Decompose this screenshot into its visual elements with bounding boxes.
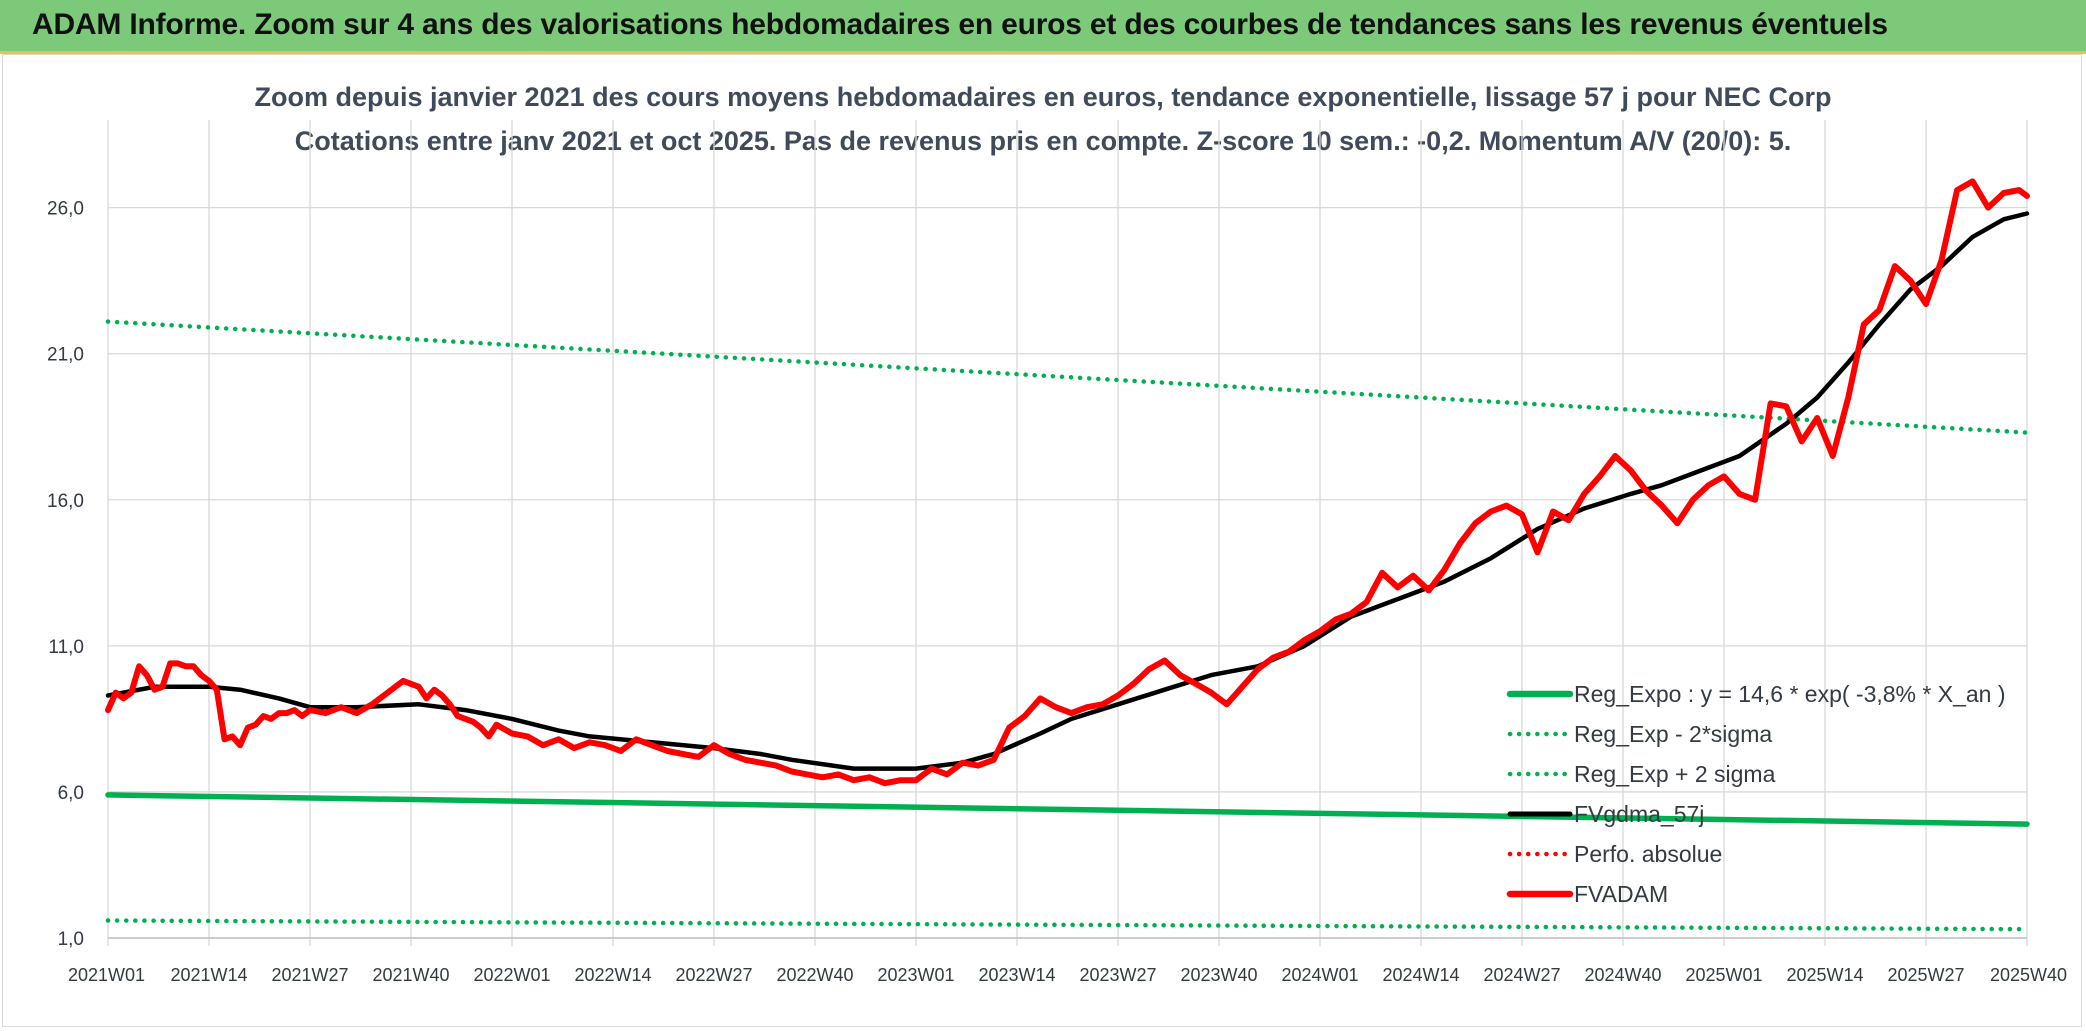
series-line-5 (105, 178, 2030, 787)
x-tick-label: 2025W14 (1786, 965, 1863, 985)
legend-label-0: Reg_Expo : y = 14,6 * exp( -3,8% * X_an … (1574, 681, 2006, 707)
x-tick-label: 2024W27 (1483, 965, 1560, 985)
x-tick-label: 2022W27 (675, 965, 752, 985)
x-axis-ticks: 2021W01 2021W14 2021W27 2021W40 2022W01 2022W… (68, 965, 2067, 985)
legend-label-5: FVADAM (1574, 881, 1668, 907)
x-tick-label: 2023W01 (877, 965, 954, 985)
y-tick-label: 1,0 (58, 929, 84, 950)
x-tick-label: 2021W14 (170, 965, 247, 985)
x-tick-label: 2023W40 (1180, 965, 1257, 985)
y-axis-ticks: 1,0 6,0 11,0 16,0 21,0 26,0 (47, 199, 84, 950)
y-tick-label: 6,0 (58, 783, 84, 804)
x-tick-label: 2024W01 (1281, 965, 1358, 985)
y-tick-label: 16,0 (47, 491, 84, 512)
x-tick-label: 2023W14 (978, 965, 1055, 985)
legend-label-4: Perfo. absolue (1574, 841, 1722, 867)
x-tick-label: 2025W40 (1990, 965, 2067, 985)
chart-subtitle: Cotations entre janv 2021 et oct 2025. P… (294, 126, 1792, 156)
x-tick-label: 2024W40 (1584, 965, 1661, 985)
x-tick-label: 2021W01 (68, 965, 145, 985)
x-tick-label: 2022W01 (473, 965, 550, 985)
x-tick-label: 2022W40 (776, 965, 853, 985)
y-tick-label: 26,0 (47, 199, 84, 220)
x-tick-label: 2022W14 (574, 965, 651, 985)
chart-title: Zoom depuis janvier 2021 des cours moyen… (254, 82, 1832, 112)
x-tick-label: 2024W14 (1382, 965, 1459, 985)
chart-frame (2, 54, 2082, 1027)
series-line-2 (105, 319, 2030, 435)
x-tick-label: 2025W27 (1887, 965, 1964, 985)
y-tick-label: 11,0 (48, 637, 84, 658)
x-tick-label: 2023W27 (1079, 965, 1156, 985)
banner: ADAM Informe. Zoom sur 4 ans des valoris… (0, 0, 2086, 54)
legend: Reg_Expo : y = 14,6 * exp( -3,8% * X_an … (1506, 681, 2006, 907)
legend-label-2: Reg_Exp + 2 sigma (1574, 761, 1776, 787)
x-tick-label: 2021W40 (372, 965, 449, 985)
legend-label-3: FVgdma_57j (1574, 801, 1704, 827)
x-tick-label: 2025W01 (1685, 965, 1762, 985)
series-layer (105, 178, 2030, 932)
banner-title: ADAM Informe. Zoom sur 4 ans des valoris… (32, 8, 1888, 41)
series-line-0 (105, 792, 2030, 827)
series-line-3 (105, 211, 2030, 771)
series-line-1 (105, 918, 2030, 932)
y-tick-label: 21,0 (47, 345, 84, 366)
x-tick-label: 2021W27 (271, 965, 348, 985)
legend-label-1: Reg_Exp - 2*sigma (1574, 721, 1772, 747)
